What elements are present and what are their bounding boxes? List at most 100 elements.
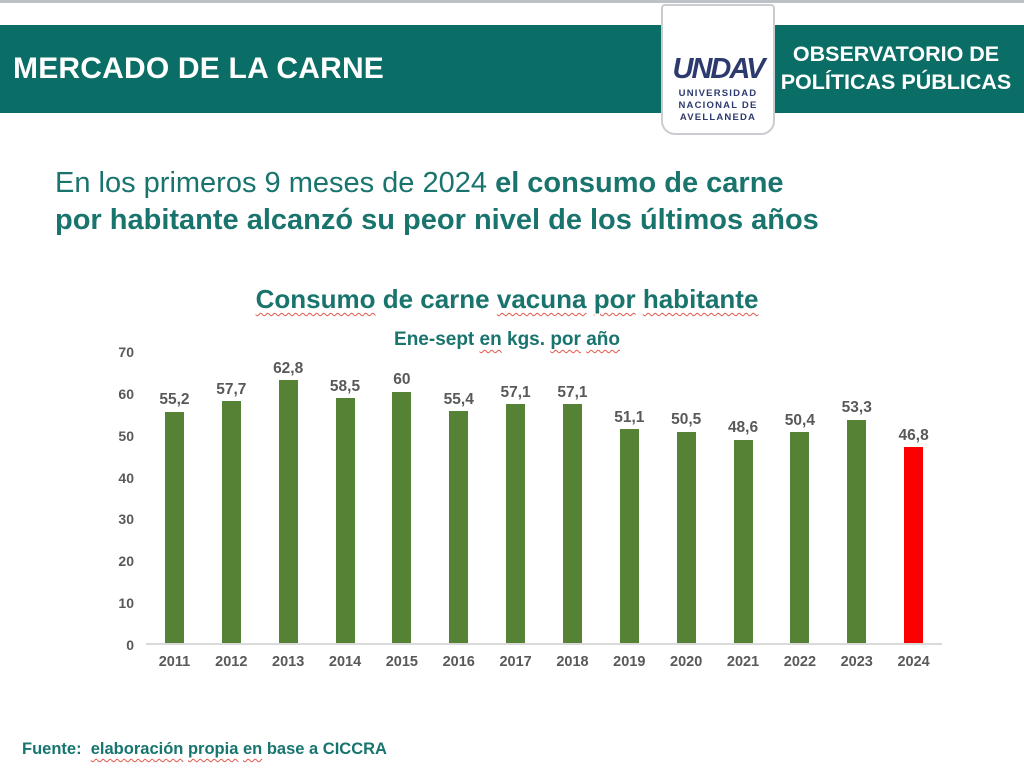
logo-text-line1: UNIVERSIDAD (678, 88, 758, 100)
value-label: 57,7 (216, 380, 247, 398)
year-label: 2019 (613, 654, 646, 670)
plot-wrap: 55,2 57,7 62,8 58,5 60 55,4 57,1 57,1 51,1 50,5 48… (146, 352, 942, 670)
x-axis-labels: 2011 2012 2013 2014 2015 2016 2017 2018 2019 2020… (146, 645, 942, 670)
value-label: 48,6 (727, 419, 759, 437)
y-tick-label: 60 (118, 385, 134, 402)
text-segment: en (479, 329, 502, 350)
observatory-line1: OBSERVATORIO DE (792, 42, 1000, 67)
bar (164, 411, 184, 643)
y-axis: 0 10 20 30 40 50 60 70 (106, 345, 146, 652)
text-segment: Consumo (255, 284, 376, 314)
bar (449, 411, 469, 643)
value-label: 50,5 (671, 411, 702, 429)
bar (278, 380, 298, 643)
bar-column: 46,8 (885, 428, 942, 643)
year-label: 2022 (783, 654, 817, 670)
value-label: 51,1 (614, 408, 645, 426)
logo-text-line3: AVELLANEDA (679, 112, 757, 124)
bar-column: 50,4 (771, 413, 828, 643)
bar-column: 57,1 (487, 383, 544, 643)
chart-subtitle: Ene-sept en kgs. por año (0, 329, 1014, 351)
text-segment: por (550, 329, 581, 350)
bar (790, 432, 810, 643)
year-label: 2023 (840, 654, 873, 670)
year-label: 2020 (670, 654, 703, 670)
bar (904, 447, 924, 643)
year-label: 2016 (442, 654, 475, 670)
text-segment: Fuente: (22, 740, 91, 758)
undav-logo: UNDAV UNIVERSIDAD NACIONAL DE AVELLANEDA (661, 4, 775, 135)
text-segment: habitante (642, 284, 759, 314)
bar (847, 419, 867, 643)
year-label: 2013 (272, 654, 305, 670)
headline-line1-regular: En los primeros 9 meses de 2024 (55, 167, 496, 199)
text-segment: de carne (375, 284, 497, 314)
text-segment (586, 284, 593, 314)
bar-column: 51,1 (601, 410, 658, 643)
top-divider-line (0, 0, 1024, 3)
value-label: 62,8 (273, 359, 304, 377)
headline-line1: En los primeros 9 meses de 2024 el consu… (55, 165, 985, 202)
source-note: Fuente: elaboración propia en base a CIC… (22, 740, 387, 759)
text-segment: base a CICCRA (262, 740, 387, 758)
y-tick-label: 30 (118, 511, 134, 528)
page-title: MERCADO DE LA CARNE (13, 52, 385, 85)
header-banner: MERCADO DE LA CARNE OBSERVATORIO DE POLÍ… (0, 25, 1024, 113)
undav-wordmark: UNDAV (672, 53, 766, 86)
observatory-label: OBSERVATORIO DE POLÍTICAS PÚBLICAS (774, 25, 1018, 113)
text-segment (636, 284, 643, 314)
value-label: 55,4 (443, 390, 474, 408)
bar-column: 50,5 (658, 412, 715, 643)
bar-column: 48,6 (715, 420, 772, 643)
value-label: 57,1 (500, 383, 531, 401)
plot-area: 55,2 57,7 62,8 58,5 60 55,4 57,1 57,1 51,1 50,5 48… (146, 352, 942, 645)
bar (506, 404, 526, 643)
y-tick-label: 40 (118, 469, 134, 486)
year-label: 2024 (897, 654, 930, 670)
observatory-line2: POLÍTICAS PÚBLICAS (780, 70, 1012, 94)
headline-line2: por habitante alcanzó su peor nivel de l… (55, 204, 819, 237)
bar (562, 404, 582, 643)
bar (221, 401, 241, 643)
bar-column: 58,5 (317, 379, 374, 643)
text-segment: vacuna (496, 284, 587, 314)
bar-chart: 0 10 20 30 40 50 60 70 55,2 57,7 62,8 58,5 60 55,4 57… (106, 345, 942, 670)
year-label: 2021 (726, 654, 760, 670)
bar-column: 57,1 (544, 383, 601, 643)
bar (676, 431, 696, 643)
y-tick-label: 10 (118, 595, 134, 612)
y-tick-label: 50 (118, 427, 134, 444)
bar (733, 439, 753, 643)
year-label: 2014 (328, 654, 362, 670)
text-segment: kgs. (501, 329, 551, 350)
year-label: 2018 (556, 654, 589, 670)
value-label: 60 (393, 371, 411, 389)
bar-column: 57,7 (203, 382, 260, 643)
headline: En los primeros 9 meses de 2024 el consu… (55, 165, 985, 239)
bar-column: 53,3 (828, 400, 885, 643)
bar-column: 62,8 (260, 361, 317, 643)
y-tick-label: 70 (118, 344, 134, 360)
chart-title: Consumo de carne vacuna por habitante (0, 284, 1014, 315)
headline-line1-bold: el consumo de carne (495, 167, 784, 199)
bar (392, 391, 412, 643)
text-segment: año (586, 329, 620, 350)
text-segment: en (242, 740, 263, 758)
y-tick-label: 0 (126, 637, 134, 653)
value-label: 55,2 (159, 391, 190, 409)
logo-text-line2: NACIONAL DE (678, 100, 758, 112)
value-label: 46,8 (898, 426, 929, 444)
bar-column: 55,2 (146, 392, 203, 643)
text-segment: elaboración (90, 740, 184, 758)
year-label: 2012 (215, 654, 248, 670)
text-segment: Ene-sept (394, 329, 480, 350)
text-segment: por (593, 284, 636, 314)
bar (335, 398, 355, 643)
value-label: 58,5 (329, 377, 361, 395)
year-label: 2011 (158, 654, 191, 670)
value-label: 53,3 (841, 399, 872, 417)
bar-column: 55,4 (430, 392, 487, 643)
y-tick-label: 20 (118, 553, 134, 570)
bar-column: 60 (373, 372, 430, 643)
value-label: 57,1 (557, 383, 588, 401)
